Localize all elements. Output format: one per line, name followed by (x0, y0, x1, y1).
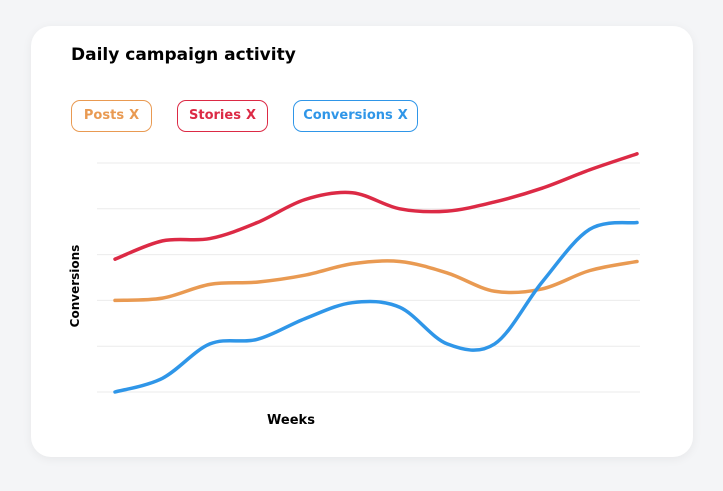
line-chart: Conversions Weeks (68, 152, 640, 428)
remove-posts-icon[interactable]: X (129, 108, 140, 123)
chart-title: Daily campaign activity (71, 45, 296, 65)
chart-card: Daily campaign activity Posts X Stories X … (31, 26, 693, 457)
remove-stories-icon[interactable]: X (245, 108, 256, 123)
legend-label-stories: Stories (189, 108, 241, 123)
series-line-conversions (113, 220, 639, 394)
legend-label-posts: Posts (83, 108, 125, 123)
remove-conversions-icon[interactable]: X (397, 108, 408, 123)
legend-chip-conversions[interactable]: Conversions X (293, 100, 418, 132)
legend-label-conversions: Conversions (303, 108, 393, 123)
legend-chip-posts[interactable]: Posts X (71, 100, 152, 132)
series-lines (113, 152, 639, 394)
series-line-posts (113, 259, 639, 303)
x-axis-label: Weeks (267, 413, 315, 428)
legend-chip-stories[interactable]: Stories X (177, 100, 268, 132)
series-line-stories (113, 152, 639, 261)
y-axis-label: Conversions (68, 245, 82, 328)
